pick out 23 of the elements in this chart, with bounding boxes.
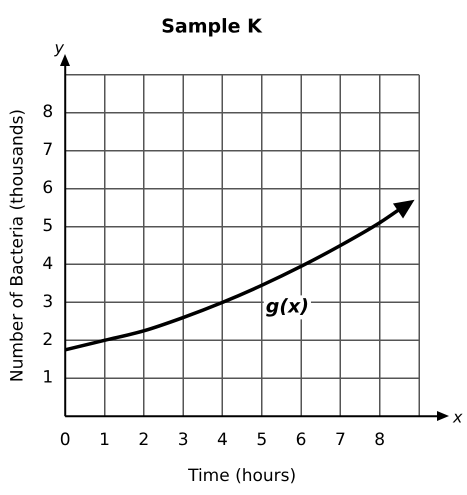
x-tick-label: 5 <box>256 430 268 450</box>
x-tick-label: 0 <box>60 430 71 450</box>
text: y <box>53 38 64 57</box>
x-tick-label: 6 <box>296 430 306 450</box>
x-tick-label: 7 <box>334 430 346 450</box>
x-tick-label: 8 <box>374 430 386 450</box>
y-axis-title: Number of Bacteria (thousands) <box>8 108 28 382</box>
x-tick-label: 3 <box>178 430 189 450</box>
text: x <box>452 407 463 426</box>
y-tick-label: 6 <box>42 178 54 198</box>
y-tick-label: 2 <box>42 330 54 350</box>
chart-title: Sample K <box>161 15 264 38</box>
y-tick-label: 3 <box>42 292 54 312</box>
y-tick-label: 1 <box>42 368 54 388</box>
y-tick-label: 8 <box>42 102 54 122</box>
x-tick-label: 1 <box>99 430 110 450</box>
series-label: g(x) <box>266 295 309 318</box>
x-tick-label: 4 <box>217 430 228 450</box>
x-tick-label: 2 <box>138 430 150 450</box>
y-tick-label: 4 <box>42 254 54 274</box>
y-tick-label: 7 <box>42 140 54 160</box>
x-axis-title: Time (hours) <box>187 466 296 486</box>
y-tick-label: 5 <box>42 216 54 236</box>
